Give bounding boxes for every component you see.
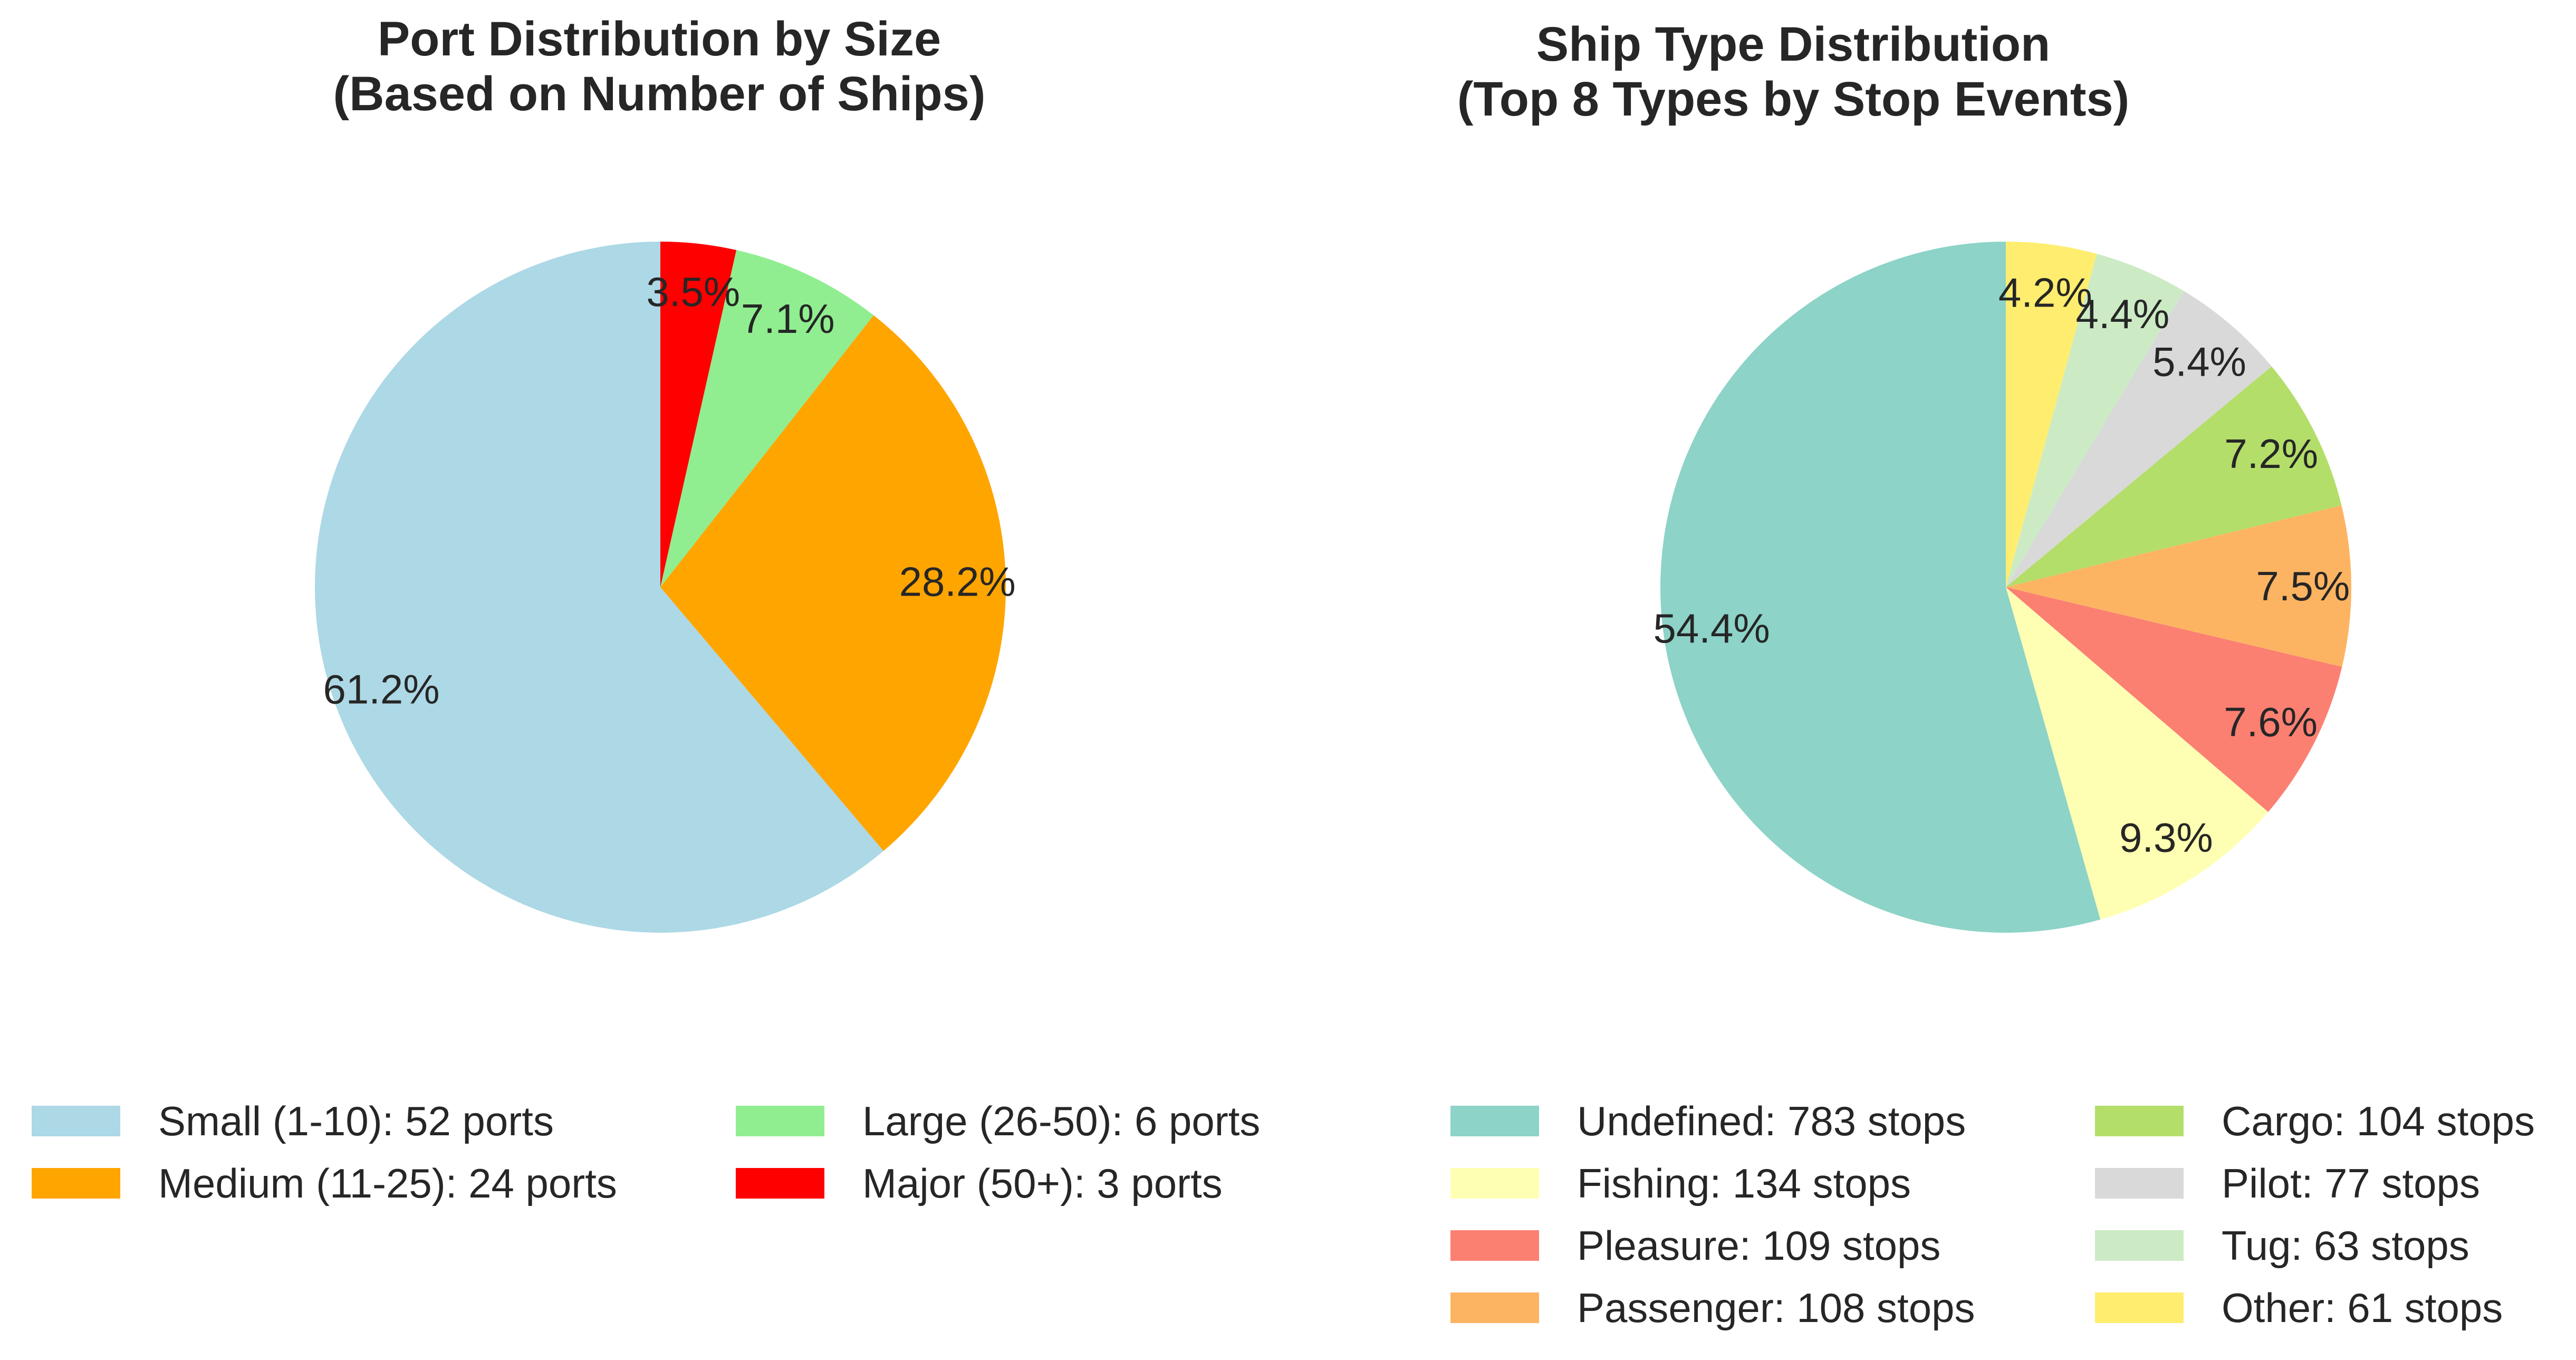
pie-0-slice-3 (660, 242, 737, 587)
legend-1-item-1: Fishing: 134 stops (1450, 1157, 1911, 1210)
legend-1-item-7: Other: 61 stops (2095, 1281, 2503, 1334)
legend-label: Small (1-10): 52 ports (158, 1097, 554, 1144)
legend-swatch (2095, 1168, 2184, 1199)
legend-swatch (2095, 1106, 2184, 1136)
pie-1-pct-label-5: 5.4% (2152, 339, 2246, 385)
legend-0-item-2: Large (26-50): 6 ports (736, 1095, 1260, 1147)
legend-label: Pilot: 77 stops (2222, 1160, 2480, 1206)
chart-title-ship-type: Ship Type Distribution (Top 8 Types by S… (1457, 17, 2130, 126)
legend-1-item-4: Cargo: 104 stops (2095, 1095, 2535, 1147)
legend-1-item-5: Pilot: 77 stops (2095, 1157, 2480, 1210)
legend-label: Fishing: 134 stops (1577, 1160, 1911, 1206)
pie-1-slice-0 (1660, 242, 2101, 933)
pie-1-slice-2 (2006, 587, 2342, 812)
pie-1-pct-label-6: 4.4% (2075, 291, 2169, 337)
legend-swatch (1450, 1230, 1539, 1261)
pie-1-slice-4 (2006, 366, 2342, 587)
pie-1-slice-1 (2006, 587, 2269, 920)
pie-1-pct-label-7: 4.2% (1998, 270, 2092, 316)
legend-1-item-2: Pleasure: 109 stops (1450, 1219, 1940, 1272)
legend-swatch (736, 1106, 824, 1136)
pie-1-pct-label-2: 7.6% (2224, 698, 2318, 745)
legend-label: Pleasure: 109 stops (1577, 1222, 1941, 1269)
legend-swatch (32, 1168, 120, 1199)
legend-swatch (2095, 1230, 2184, 1261)
legend-swatch (1450, 1168, 1539, 1199)
pie-0-pct-label-1: 28.2% (899, 559, 1016, 605)
pie-1-slice-5 (2006, 291, 2272, 587)
pie-0-pct-label-3: 3.5% (646, 269, 740, 315)
pie-1-slice-6 (2006, 254, 2184, 587)
pie-1-pct-label-3: 7.5% (2256, 563, 2350, 609)
legend-0-item-1: Medium (11-25): 24 ports (32, 1157, 617, 1210)
pie-0-slice-2 (660, 250, 874, 587)
pie-0-slice-1 (660, 315, 1006, 851)
pie-0-pct-label-2: 7.1% (741, 295, 835, 342)
legend-0-item-0: Small (1-10): 52 ports (32, 1095, 554, 1147)
pie-0-pct-label-0: 61.2% (323, 666, 439, 713)
legend-label: Medium (11-25): 24 ports (158, 1160, 617, 1206)
legend-label: Other: 61 stops (2222, 1284, 2503, 1331)
legend-swatch (736, 1168, 824, 1199)
pie-1-slice-3 (2006, 505, 2351, 667)
legend-0-item-3: Major (50+): 3 ports (736, 1157, 1223, 1210)
legend-label: Large (26-50): 6 ports (862, 1097, 1261, 1144)
pie-1-pct-label-4: 7.2% (2224, 430, 2318, 477)
pie-0: 61.2% 28.2% 7.1%3.5% (315, 242, 1016, 933)
legend-label: Major (50+): 3 ports (862, 1160, 1223, 1206)
pie-1-pct-label-1: 9.3% (2119, 814, 2213, 860)
legend-label: Passenger: 108 stops (1577, 1284, 1975, 1331)
legend-label: Tug: 63 stops (2222, 1222, 2469, 1269)
legend-label: Undefined: 783 stops (1577, 1097, 1966, 1144)
legend-swatch (1450, 1106, 1539, 1136)
legend-1-item-0: Undefined: 783 stops (1450, 1095, 1966, 1147)
legend-1-item-6: Tug: 63 stops (2095, 1219, 2469, 1272)
legend-label: Cargo: 104 stops (2222, 1097, 2535, 1144)
legend-swatch (32, 1106, 120, 1136)
legend-1-item-3: Passenger: 108 stops (1450, 1281, 1975, 1334)
pie-1-slice-7 (2006, 242, 2097, 587)
pie-0-slice-0 (315, 242, 884, 933)
legend-swatch (2095, 1292, 2184, 1323)
legend-swatch (1450, 1292, 1539, 1323)
chart-title-port-size: Port Distribution by Size (Based on Numb… (333, 12, 986, 121)
pie-1-pct-label-0: 54.4% (1654, 605, 1770, 652)
pie-1: 54.4% 9.3% 7.6% 7.5% 7.2% 5.4%4.4%4.2% (1654, 242, 2351, 933)
